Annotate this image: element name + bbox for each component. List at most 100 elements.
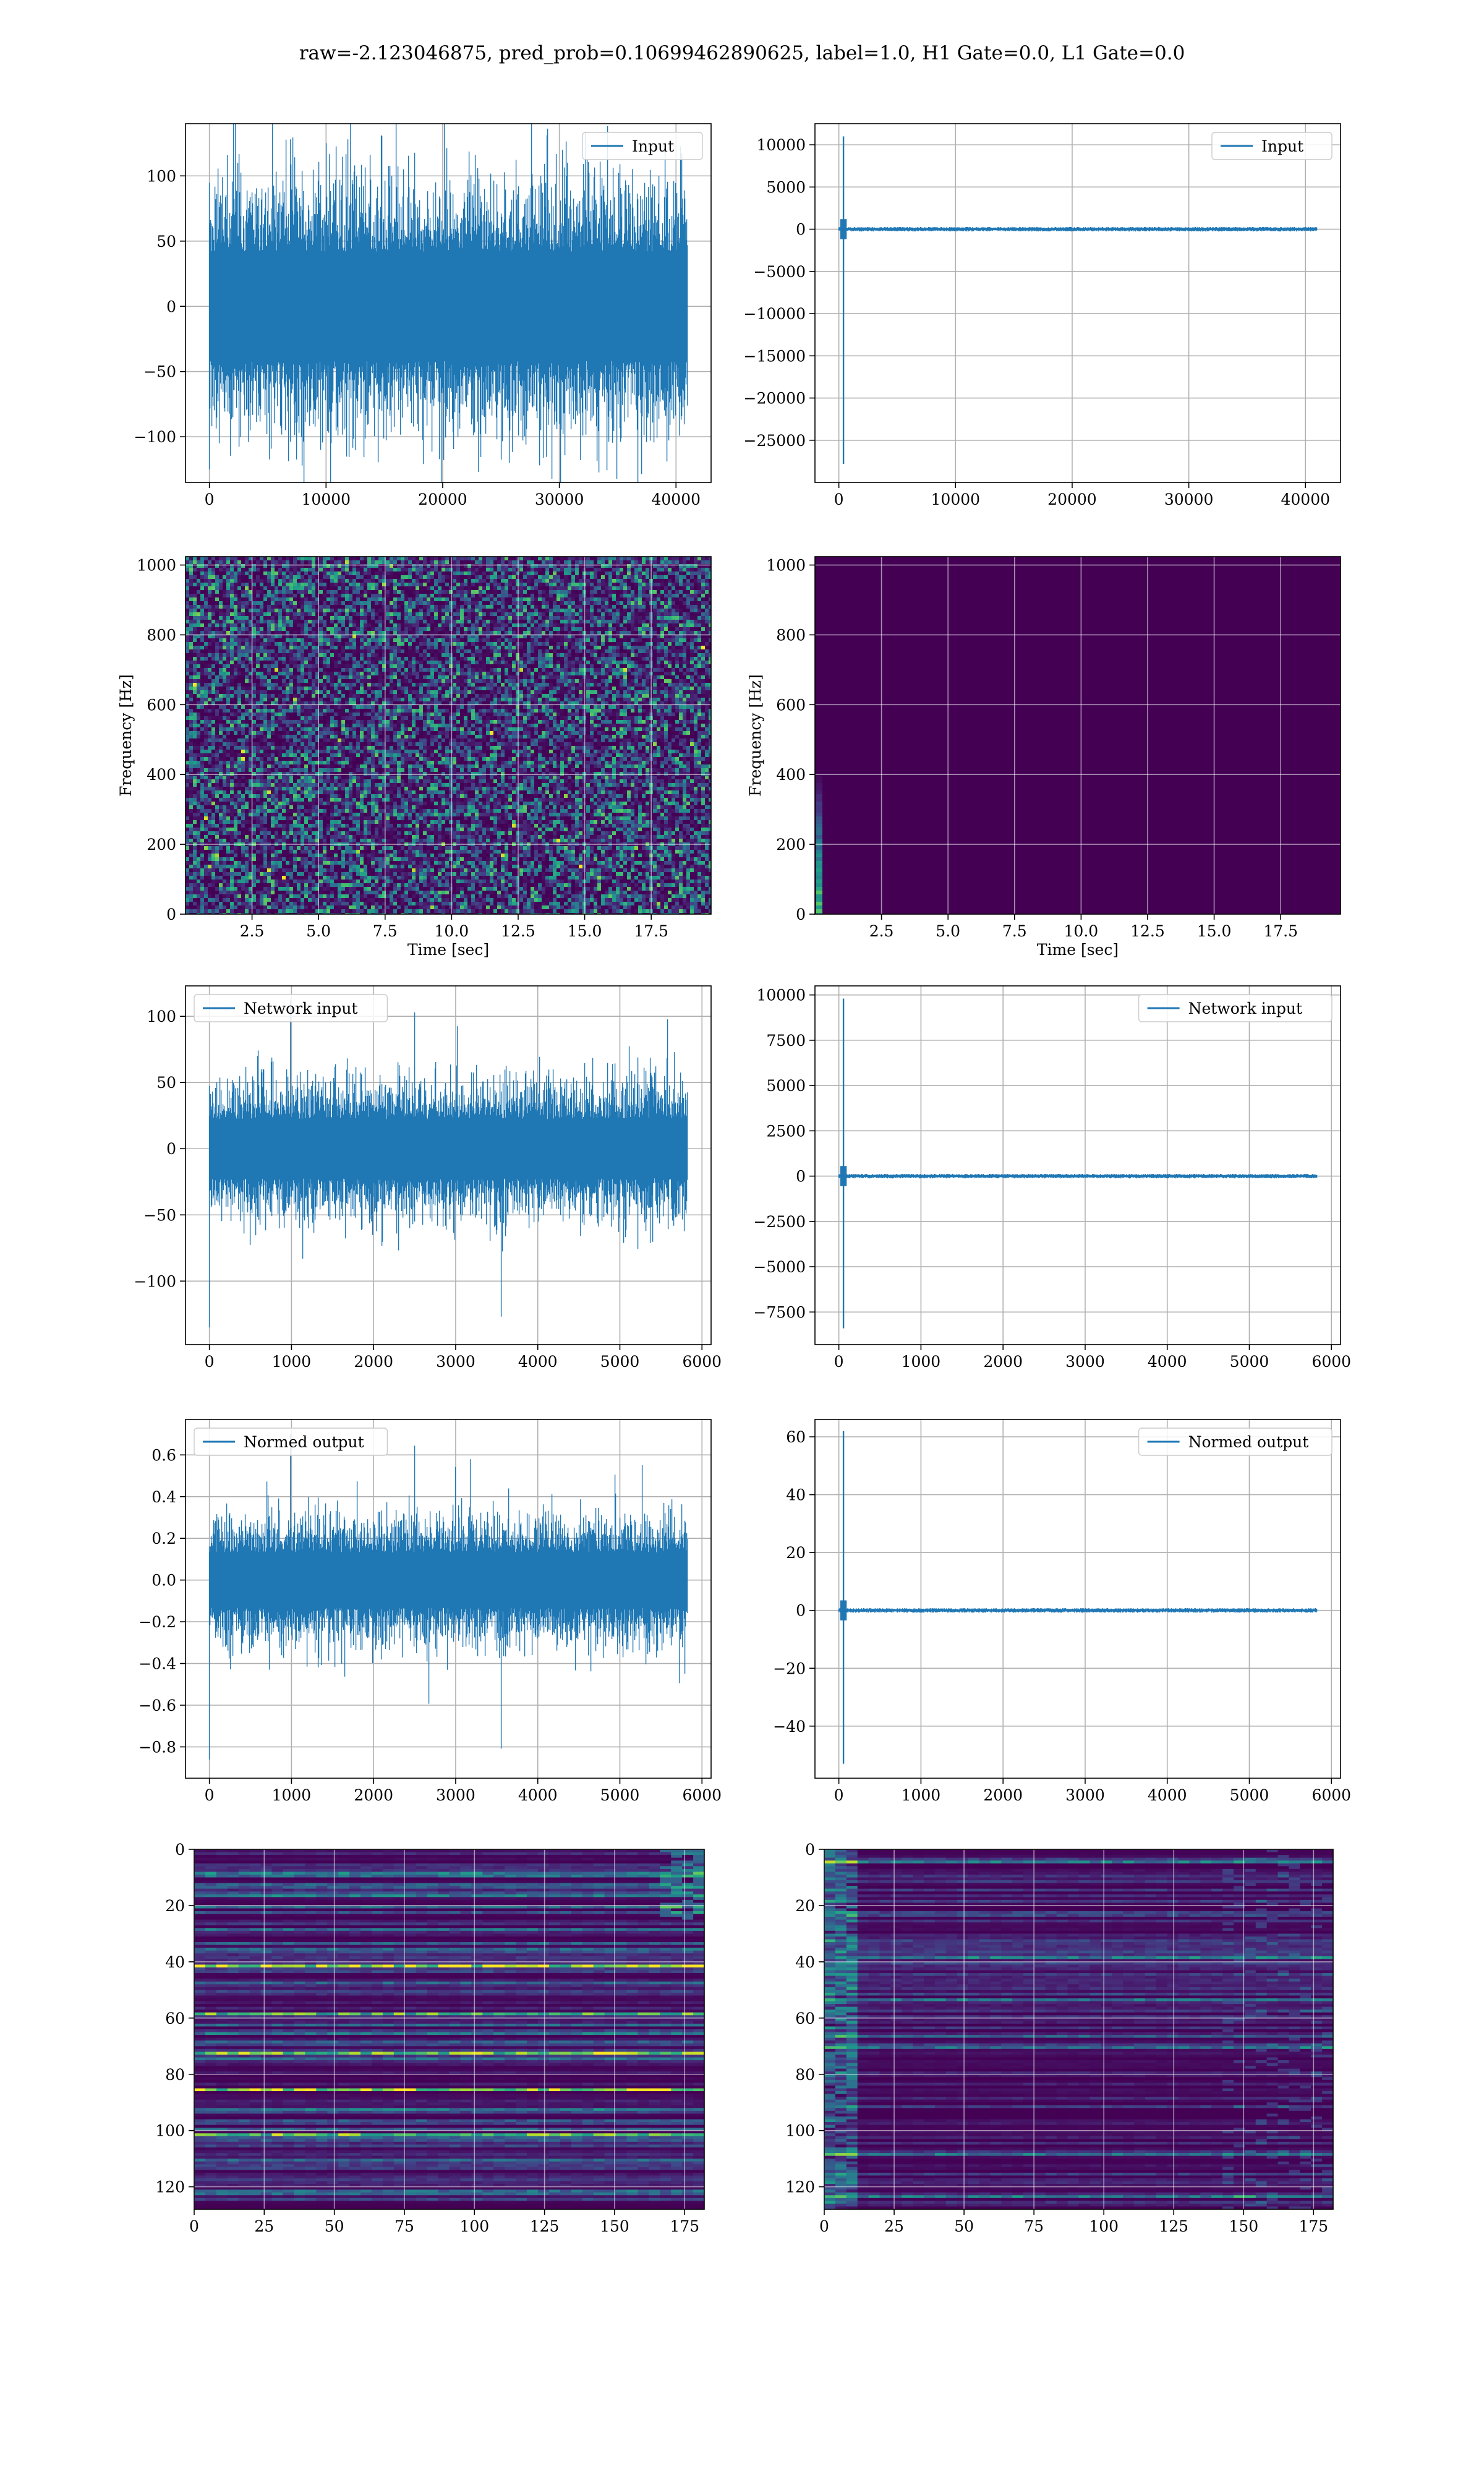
heatmap-cell	[545, 568, 550, 572]
heatmap-cell	[245, 646, 249, 650]
heatmap-cell	[467, 612, 472, 617]
heatmap-cell	[430, 627, 435, 631]
heatmap-cell	[449, 612, 453, 617]
heatmap-cell	[668, 649, 672, 654]
heatmap-cell	[404, 668, 409, 672]
heatmap-cell	[267, 668, 271, 672]
heatmap-cell	[508, 627, 513, 631]
heatmap-cell	[278, 575, 283, 580]
heatmap-cell	[594, 638, 598, 643]
heatmap-cell	[638, 616, 642, 620]
heatmap-cell	[519, 583, 524, 587]
heatmap-cell	[263, 597, 268, 602]
heatmap-cell	[375, 605, 379, 609]
heatmap-cell	[245, 679, 249, 683]
heatmap-cell	[334, 571, 338, 576]
heatmap-cell	[657, 609, 661, 613]
heatmap-cell	[519, 575, 524, 580]
heatmap-cell	[211, 653, 216, 657]
heatmap-cell	[571, 586, 576, 591]
heatmap-cell	[430, 612, 435, 617]
heatmap-cell	[575, 623, 579, 628]
heatmap-cell	[245, 672, 249, 676]
heatmap-cell	[560, 586, 565, 591]
heatmap-cell	[441, 623, 446, 628]
heatmap-cell	[401, 646, 405, 650]
heatmap-cell	[397, 564, 401, 568]
heatmap-cell	[334, 597, 338, 602]
heatmap-cell	[664, 661, 668, 665]
heatmap-cell	[282, 620, 286, 624]
heatmap-cell	[479, 646, 483, 650]
heatmap-cell	[564, 590, 568, 594]
heatmap-cell	[304, 649, 309, 654]
heatmap-cell	[286, 623, 290, 628]
heatmap-cell	[319, 568, 323, 572]
heatmap-cell	[701, 590, 706, 594]
heatmap-cell	[560, 594, 565, 598]
heatmap-cell	[531, 557, 535, 561]
heatmap-cell	[312, 557, 316, 561]
heatmap-cell	[208, 568, 212, 572]
heatmap-cell	[319, 664, 323, 669]
heatmap-cell	[579, 560, 583, 565]
heatmap-cell	[275, 564, 279, 568]
heatmap-cell	[508, 564, 513, 568]
heatmap-cell	[438, 638, 442, 643]
heatmap-cell	[404, 642, 409, 646]
heatmap-cell	[211, 679, 216, 683]
heatmap-cell	[456, 575, 461, 580]
heatmap-cell	[352, 638, 357, 643]
heatmap-cell	[237, 575, 242, 580]
heatmap-cell	[690, 672, 694, 676]
heatmap-cell	[393, 579, 398, 583]
heatmap-cell	[230, 605, 234, 609]
heatmap-cell	[323, 612, 327, 617]
heatmap-cell	[297, 623, 301, 628]
heatmap-cell	[575, 672, 579, 676]
heatmap-cell	[208, 586, 212, 591]
heatmap-cell	[657, 649, 661, 654]
heatmap-cell	[390, 627, 394, 631]
heatmap-cell	[456, 568, 461, 572]
heatmap-cell	[330, 605, 335, 609]
heatmap-cell	[475, 579, 479, 583]
heatmap-cell	[694, 616, 698, 620]
heatmap-cell	[675, 586, 680, 591]
heatmap-cell	[219, 575, 223, 580]
x-tick-label: 30000	[535, 490, 584, 508]
heatmap-cell	[404, 579, 409, 583]
heatmap-cell	[260, 672, 264, 676]
heatmap-cell	[412, 649, 416, 654]
heatmap-cell	[404, 672, 409, 676]
heatmap-cell	[334, 623, 338, 628]
heatmap-cell	[330, 675, 335, 680]
heatmap-cell	[523, 649, 527, 654]
heatmap-cell	[204, 653, 208, 657]
heatmap-cell	[460, 672, 464, 676]
heatmap-cell	[467, 564, 472, 568]
heatmap-cell	[211, 590, 216, 594]
heatmap-cell	[556, 590, 561, 594]
heatmap-cell	[686, 560, 691, 565]
heatmap-cell	[256, 683, 260, 687]
heatmap-cell	[423, 601, 427, 606]
heatmap-cell	[620, 631, 624, 635]
heatmap-cell	[404, 620, 409, 624]
heatmap-cell	[256, 679, 260, 683]
heatmap-cell	[260, 679, 264, 683]
heatmap-cell	[386, 575, 390, 580]
heatmap-cell	[608, 642, 613, 646]
heatmap-cell	[438, 583, 442, 587]
heatmap-cell	[226, 627, 231, 631]
heatmap-cell	[690, 657, 694, 661]
heatmap-cell	[200, 564, 205, 568]
heatmap-cell	[252, 642, 257, 646]
heatmap-cell	[623, 675, 628, 680]
heatmap-cell	[616, 568, 620, 572]
heatmap-cell	[597, 579, 602, 583]
heatmap-cell	[289, 668, 294, 672]
heatmap-cell	[197, 661, 201, 665]
heatmap-cell	[475, 623, 479, 628]
x-tick-label: 10000	[931, 490, 981, 508]
